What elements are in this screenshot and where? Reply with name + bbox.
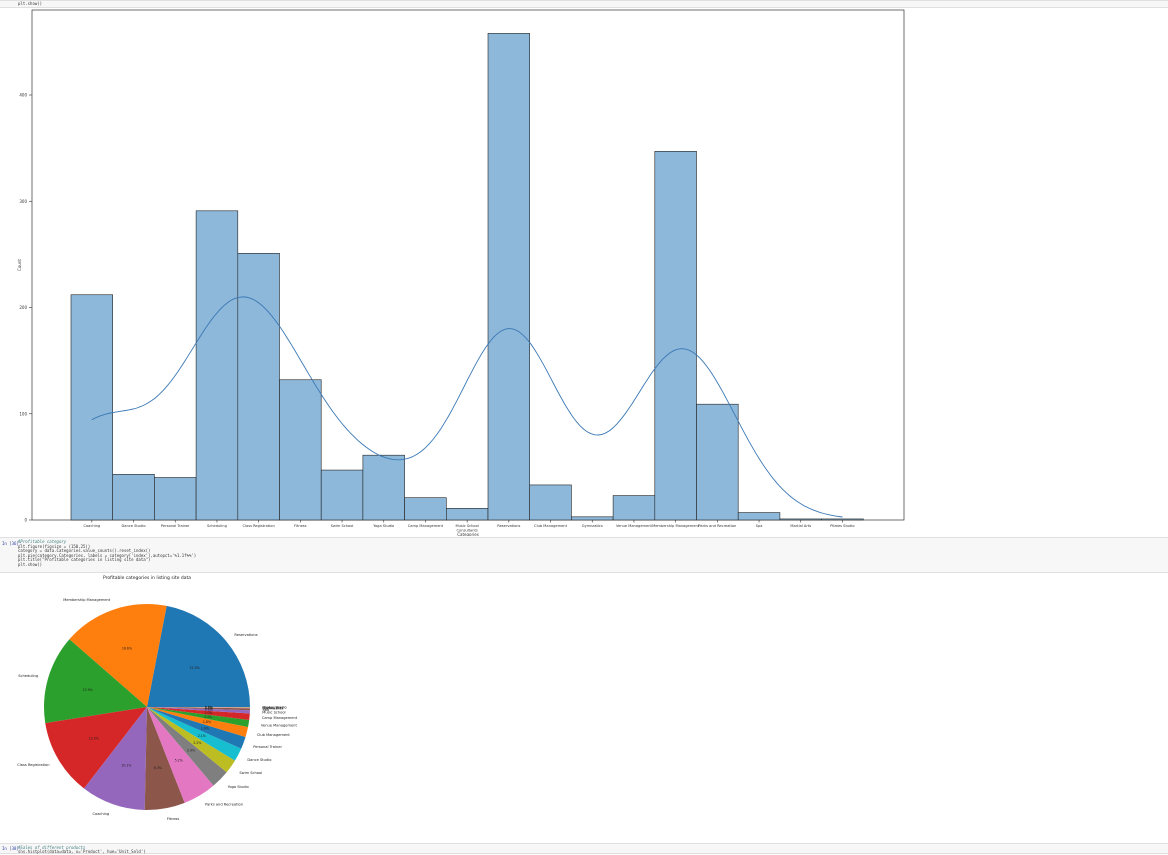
histogram-bar (697, 404, 739, 520)
x-tick-label: Dance Studio (122, 524, 146, 528)
pie-label: Venue Management (261, 724, 298, 728)
x-tick-label: Fitness (294, 524, 307, 528)
pie-pct-label: 5.2% (175, 758, 183, 762)
x-tick-label: Pilates Studio (830, 524, 854, 528)
pie-pct-label: 21.9% (190, 666, 200, 670)
pie-label: Parks and Recreation (205, 803, 243, 807)
histogram-bar (280, 380, 322, 520)
pie-pct-label: 2.9% (187, 749, 195, 753)
code-line: sns.histplot(data=data, x='Product', hue… (18, 850, 146, 855)
x-tick-label: Camp Management (408, 524, 444, 528)
x-tick-label: Personal Trainer (161, 524, 190, 528)
pie-label: Yoga Studio (228, 785, 249, 789)
x-tick-label: Gymnastics (582, 524, 603, 528)
y-tick-label: 0 (24, 518, 27, 523)
code-line: plt.show() (18, 563, 196, 568)
pie-pct-label: 6.3% (154, 766, 162, 770)
histogram-bar (613, 496, 655, 520)
y-tick-label: 300 (19, 199, 27, 204)
pie-pct-label: 16.6% (122, 647, 132, 651)
histogram-bar (655, 151, 697, 520)
x-tick-label: Parks and Recreation (698, 524, 736, 528)
y-tick-label: 200 (19, 305, 27, 310)
pie-label: Personal Trainer (253, 745, 282, 749)
x-tick-label: Class Registration (243, 524, 275, 528)
x-axis-label: Categories (457, 532, 479, 536)
pie-label: Class Registration (17, 763, 49, 767)
pie-pct-label: 10.1% (121, 763, 131, 767)
x-tick-label: Martial Arts (790, 524, 811, 528)
x-tick-label: Membership Management (652, 524, 700, 528)
histogram-bar (738, 513, 780, 520)
pie-pct-label: 2.1% (198, 734, 206, 738)
histogram-bar (154, 478, 196, 521)
pie-chart: Profitable categories in listing site da… (0, 572, 400, 838)
pie-label: Scheduling (18, 674, 38, 678)
pie-label: Dance Studio (247, 758, 271, 762)
y-axis-label: Count (17, 259, 22, 271)
pie-pct-label: 0.0% (205, 705, 213, 709)
histogram-bar (530, 485, 572, 520)
x-tick-label: Music School (455, 524, 478, 528)
histogram-bar (488, 33, 530, 520)
histogram-bar (196, 211, 238, 520)
pie-pct-label: 12.0% (89, 737, 99, 741)
x-tick-label: Club Management (534, 524, 567, 528)
pie-label: Membership Management (63, 598, 111, 602)
pie-pct-label: 1.1% (204, 715, 212, 719)
histogram-bar (822, 519, 864, 520)
pie-label: Camp Management (262, 716, 298, 720)
histogram-bar (571, 517, 613, 520)
x-tick-label: Venue Management (616, 524, 653, 528)
histogram-bar (446, 508, 488, 520)
histogram-bar (405, 498, 447, 520)
pie-label: Reservations (234, 633, 257, 637)
pie-label: Swim School (239, 771, 262, 775)
pie-label: Pilates Studio (262, 705, 286, 709)
x-tick-label: Reservations (497, 524, 520, 528)
histogram-bar (780, 519, 822, 520)
x-tick-label: Yoga Studio (373, 524, 394, 528)
pie-title: Profitable categories in listing site da… (103, 575, 191, 581)
y-tick-label: 400 (19, 93, 27, 98)
pie-pct-label: 13.9% (83, 688, 93, 692)
x-tick-label: Swim School (331, 524, 354, 528)
histogram-chart: 0 100 200 300 400 Count Coaching Dance Studio Pe… (0, 0, 1168, 536)
histogram-bar (113, 474, 155, 520)
histogram-bar (238, 253, 280, 520)
pie-label: Club Management (257, 733, 290, 737)
x-tick-label: Spa (756, 524, 763, 528)
pie-pct-label: 1.9% (201, 727, 209, 731)
pie-pct-label: 2.2% (193, 741, 201, 745)
pie-pct-label: 1.6% (203, 720, 211, 724)
histogram-bar (363, 455, 405, 520)
pie-label: Fitness (167, 817, 180, 821)
x-tick-label: Coaching (83, 524, 100, 528)
y-tick-label: 100 (19, 411, 27, 416)
x-tick-label: Scheduling (207, 524, 227, 528)
histogram-bar (321, 470, 363, 520)
pie-label: Coaching (92, 812, 109, 816)
plot-frame (32, 10, 904, 520)
histogram-bar (71, 295, 113, 520)
